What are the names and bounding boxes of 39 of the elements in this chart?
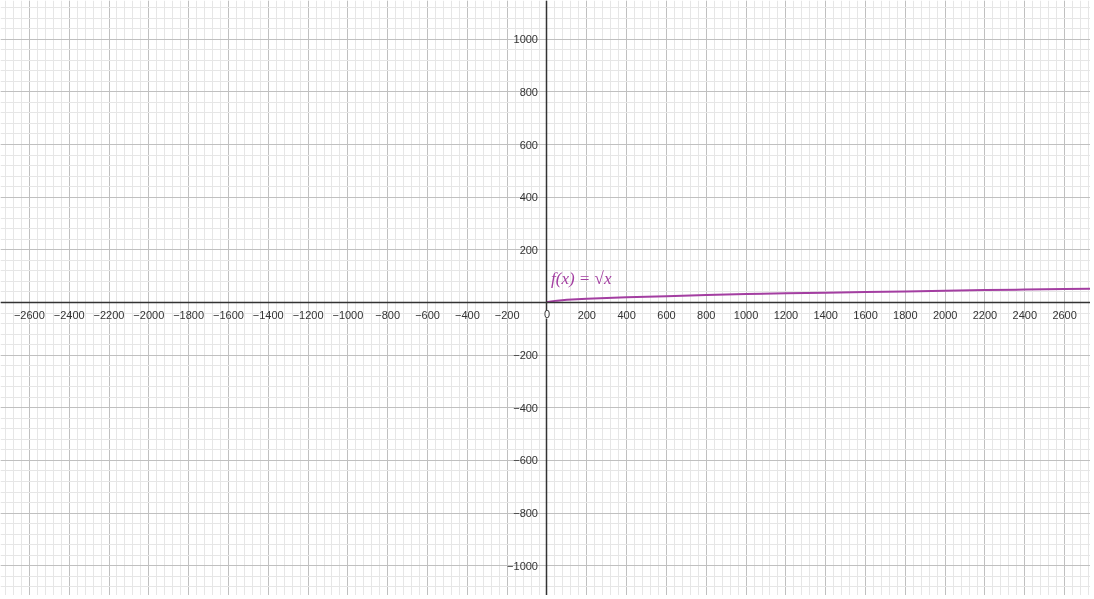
- y-tick-label: 600: [519, 138, 538, 151]
- x-tick-label: −2400: [53, 309, 85, 322]
- x-tick-label: −1400: [252, 309, 284, 322]
- x-tick-label: −2600: [13, 309, 45, 322]
- x-tick-label: 0: [543, 308, 551, 321]
- x-tick-label: 800: [697, 309, 716, 322]
- y-tick-label: −800: [513, 507, 538, 520]
- annotation: f(x) = √x: [550, 269, 612, 289]
- x-tick-label: 200: [577, 309, 596, 322]
- y-tick-label: 1000: [513, 33, 539, 46]
- y-tick-label: 200: [519, 243, 538, 256]
- y-tick-label: −600: [513, 454, 538, 467]
- x-tick-label: −200: [494, 309, 520, 322]
- x-tick-label: 2200: [972, 309, 998, 322]
- x-tick-label: −800: [375, 309, 401, 322]
- line-series: [545, 287, 1090, 304]
- x-tick-label: −400: [454, 309, 480, 322]
- x-tick-label: 2400: [1012, 309, 1038, 322]
- x-tick-label: 1800: [893, 309, 918, 322]
- x-tick-label: −2000: [133, 309, 165, 322]
- y-tick-label: −400: [513, 401, 538, 414]
- x-tick-label: 1200: [773, 309, 799, 322]
- x-tick-label: 2600: [1052, 309, 1077, 322]
- x-tick-label: 1000: [733, 309, 759, 322]
- y-tick-label: 800: [519, 85, 538, 98]
- x-tick-label: −1000: [332, 309, 364, 322]
- x-tick-label: 400: [617, 309, 636, 322]
- x-tick-label: −1800: [173, 309, 205, 322]
- y-tick-label: −1000: [507, 559, 538, 572]
- x-tick-label: −2200: [93, 309, 125, 322]
- x-tick-label: 600: [657, 309, 676, 322]
- x-tick-label: 1600: [853, 309, 878, 322]
- y-tick-label: 400: [519, 191, 538, 204]
- x-tick-label: −1200: [292, 309, 324, 322]
- y-tick-label: −200: [513, 349, 538, 362]
- x-tick-label: −600: [415, 309, 440, 322]
- x-tick-label: −1600: [213, 309, 244, 322]
- x-tick-label: 2000: [932, 309, 958, 322]
- x-tick-label: 1400: [813, 309, 838, 322]
